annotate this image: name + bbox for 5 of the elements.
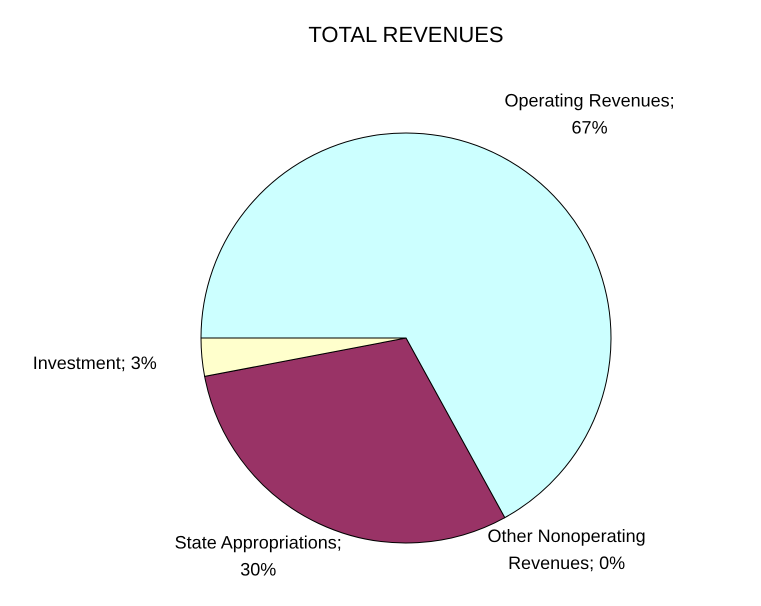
slice-label: Operating Revenues; 67% [504,90,675,138]
chart-title: TOTAL REVENUES [308,22,504,47]
slice-label: Investment; 3% [32,352,157,373]
category-label: Other Nonoperating Revenues; 0% [488,526,646,573]
slice-label: State Appropriations; 30% [174,532,342,580]
